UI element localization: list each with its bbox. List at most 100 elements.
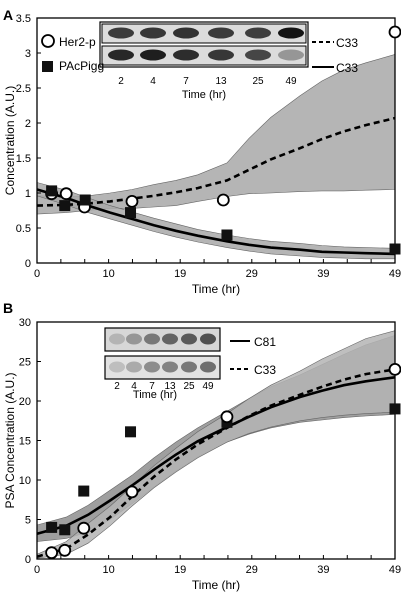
blot-band xyxy=(181,333,197,345)
blot-band xyxy=(173,27,199,39)
data-point-circle xyxy=(216,193,230,207)
blot-band xyxy=(278,49,304,61)
data-point-circle xyxy=(59,187,73,201)
blot-band xyxy=(200,361,216,373)
data-point-circle xyxy=(125,485,139,499)
blot-band xyxy=(245,49,271,61)
panel-b-chart: 0 10 19 29 39 49 0 5 10 15 20 25 30 Time (hr) PSA Conc… xyxy=(3,317,401,592)
blot-band xyxy=(126,333,142,345)
x-axis-label: Time (hr) xyxy=(192,282,240,296)
data-point-square xyxy=(46,521,58,533)
y-tick-label: 10 xyxy=(19,475,31,487)
y-tick-label: 0.5 xyxy=(16,223,31,235)
blot-band xyxy=(140,49,166,61)
x-tick-label: 49 xyxy=(389,564,401,576)
data-point-square xyxy=(125,207,137,219)
y-tick-label: 30 xyxy=(19,317,31,329)
data-point-circle xyxy=(220,410,234,424)
blot-band xyxy=(173,49,199,61)
y-tick-label: 2 xyxy=(25,118,31,130)
fit-line-dashed xyxy=(36,368,396,558)
x-tick-label: 49 xyxy=(389,268,401,280)
data-point-circle xyxy=(388,363,401,376)
y-tick-label: 3.5 xyxy=(16,13,31,25)
fit-line-dashed xyxy=(36,116,396,207)
data-point-square xyxy=(389,403,401,415)
y-tick-label: 25 xyxy=(19,357,31,369)
legend-open-circle-icon xyxy=(41,34,55,48)
data-point-square xyxy=(389,243,401,255)
blot-time-tick: 7 xyxy=(183,76,189,87)
blot-time-tick: 25 xyxy=(252,76,264,87)
y-tick-label: 5 xyxy=(25,515,31,527)
panel-b-letter: B xyxy=(3,300,13,316)
y-axis-label: Concentration (A.U.) xyxy=(3,86,17,195)
blot-time-tick: 13 xyxy=(215,76,227,87)
data-point-square xyxy=(46,185,58,197)
panel-b-inset: C81 C33 2 4 7 13 25 49 Time (hr) xyxy=(104,327,276,401)
x-tick-label: 19 xyxy=(174,268,186,280)
blot-time-tick: 4 xyxy=(150,76,156,87)
blot-band xyxy=(126,361,142,373)
panel-a-inset: Her2-p PAcPigg C33 C33 2 4 7 13 25 49 Time (h… xyxy=(41,21,358,101)
y-tick-label: 3 xyxy=(25,48,31,60)
blot-band xyxy=(245,27,271,39)
blot-band xyxy=(208,49,234,61)
blot-band xyxy=(140,27,166,39)
x-tick-label: 0 xyxy=(34,564,40,576)
blot-label-c33: C33 xyxy=(254,363,276,377)
blot-time-tick: 49 xyxy=(202,381,214,392)
blot-band xyxy=(144,333,160,345)
data-point-circle xyxy=(388,25,401,39)
x-tick-label: 29 xyxy=(246,564,258,576)
blot-band xyxy=(200,333,216,345)
legend-filled-square-icon xyxy=(42,61,53,72)
fit-line-solid xyxy=(36,188,396,256)
x-tick-label: 19 xyxy=(174,564,186,576)
data-point-circle xyxy=(125,194,139,208)
x-tick-label: 39 xyxy=(317,564,329,576)
blot-time-label: Time (hr) xyxy=(182,89,226,101)
blot-band xyxy=(162,361,178,373)
blot-band xyxy=(278,27,304,39)
blot-band xyxy=(109,361,125,373)
blot-band xyxy=(208,27,234,39)
x-tick-label: 0 xyxy=(34,268,40,280)
blot-time-tick: 25 xyxy=(183,381,195,392)
y-tick-label: 0 xyxy=(25,554,31,566)
x-axis-label: Time (hr) xyxy=(192,578,240,592)
y-tick-label: 1.5 xyxy=(16,153,31,165)
panel-a-chart: 0 10 19 29 39 49 0 0.5 1 1.5 2 2.5 3 3.5 Time (hr) Conc… xyxy=(3,13,401,296)
blot-label-bottom: C33 xyxy=(336,61,358,75)
blot-band xyxy=(162,333,178,345)
y-tick-label: 0 xyxy=(25,258,31,270)
y-tick-label: 20 xyxy=(19,396,31,408)
data-point-circle xyxy=(77,521,91,535)
fit-line-solid xyxy=(36,376,396,535)
plot-frame xyxy=(36,17,396,264)
y-tick-label: 2.5 xyxy=(16,83,31,95)
data-point-square xyxy=(125,426,137,438)
blot-time-tick: 4 xyxy=(131,381,137,392)
blot-time-tick: 2 xyxy=(114,381,120,392)
blot-band xyxy=(108,49,134,61)
data-point-circle xyxy=(58,543,72,557)
legend-pacpigg-label: PAcPigg xyxy=(59,59,104,73)
blot-time-tick: 7 xyxy=(149,381,155,392)
data-point-square xyxy=(59,524,71,536)
blot-band xyxy=(108,27,134,39)
data-point-square xyxy=(221,229,233,241)
legend-her2-label: Her2-p xyxy=(59,35,96,49)
data-point-square xyxy=(79,194,91,206)
x-tick-label: 39 xyxy=(317,268,329,280)
blot-time-tick: 2 xyxy=(118,76,124,87)
y-tick-label: 1 xyxy=(25,188,31,200)
blot-label-top: C33 xyxy=(336,36,358,50)
blot-band xyxy=(181,361,197,373)
x-tick-label: 29 xyxy=(246,268,258,280)
blot-band xyxy=(109,333,125,345)
data-point-square xyxy=(78,485,90,497)
blot-time-tick: 13 xyxy=(164,381,176,392)
data-point-circle xyxy=(45,546,59,560)
